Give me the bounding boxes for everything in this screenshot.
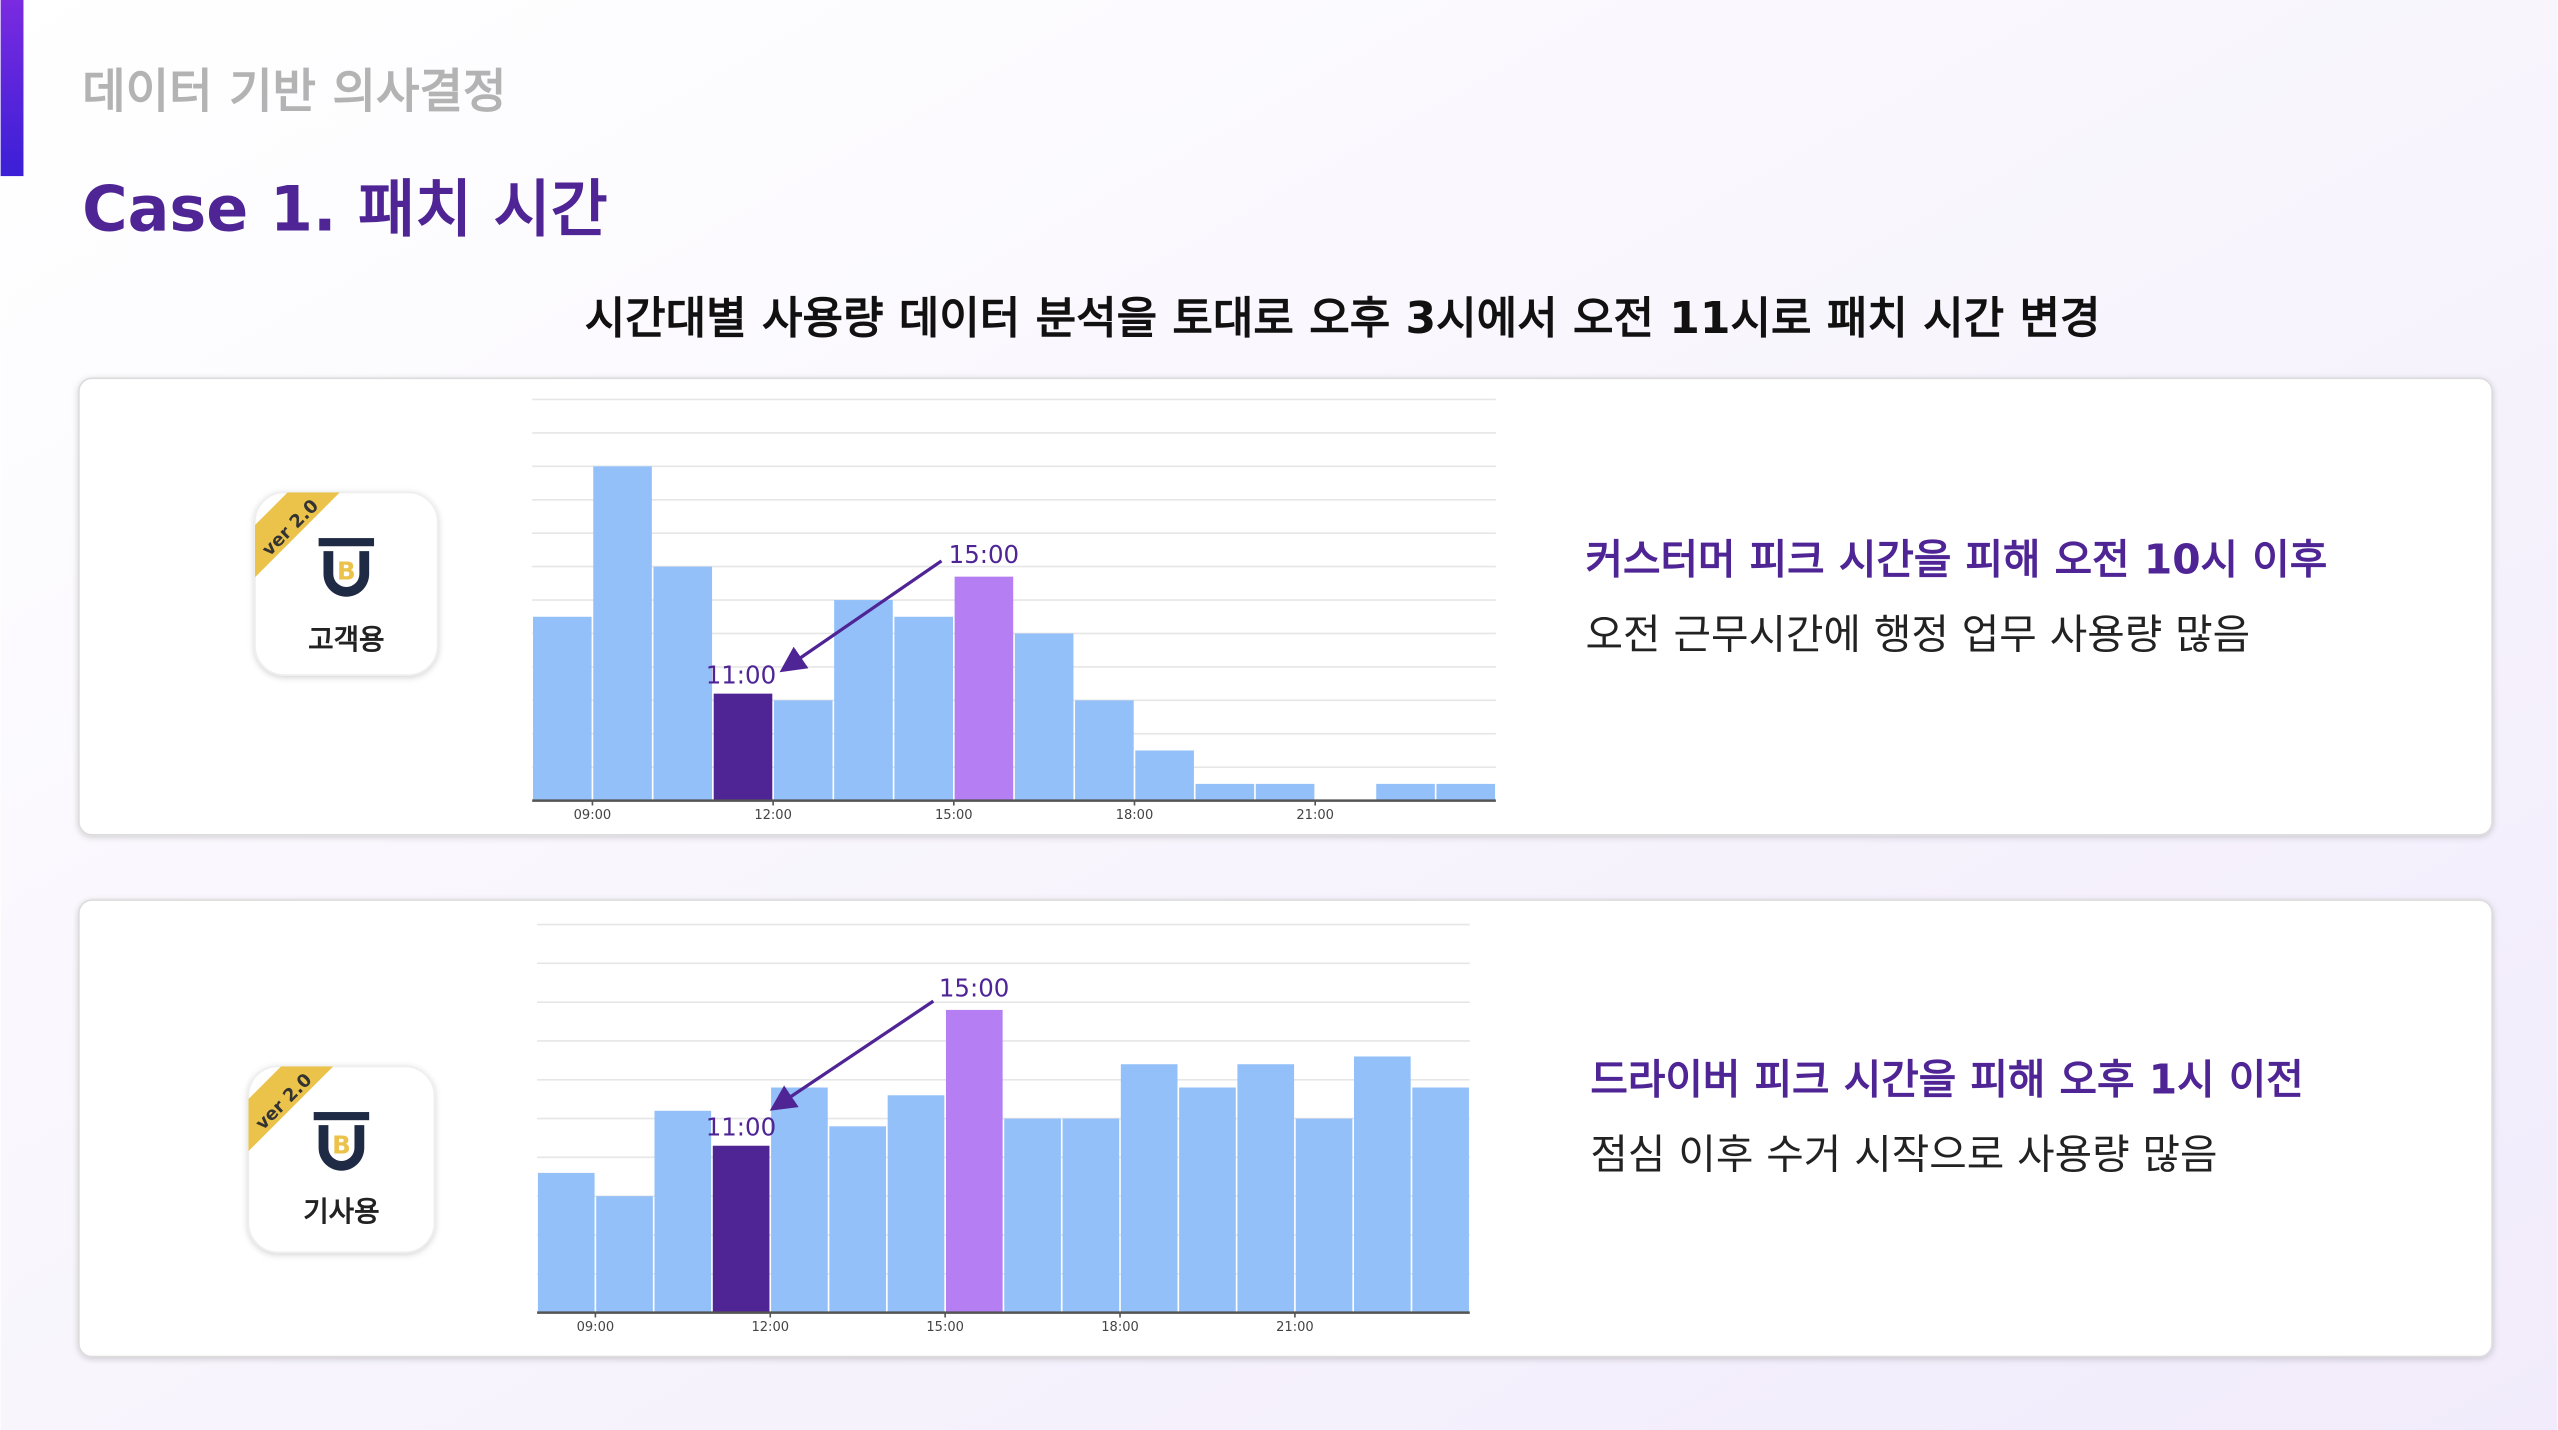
chart: 09:00 12:00 15:00 18:00 21:00 <box>537 923 1470 1335</box>
logo <box>313 1112 370 1121</box>
badge-ribbon <box>255 492 340 578</box>
x-tick-label: 18:00 <box>1116 808 1154 823</box>
bar <box>712 1145 770 1313</box>
bar <box>1062 1118 1120 1313</box>
bar <box>713 693 773 801</box>
app-icon <box>254 491 439 676</box>
x-tick-label: 15:00 <box>935 808 973 823</box>
bar <box>654 1110 712 1313</box>
x-tick-label: 18:00 <box>1101 1320 1139 1335</box>
app-icon <box>247 1065 436 1254</box>
card-headline: 드라이버 피크 시간을 피해 오후 1시 이전 <box>1590 1056 2303 1104</box>
annotation: 11:00 <box>706 1112 776 1141</box>
annotation: 15:00 <box>939 974 1009 1003</box>
bar <box>834 600 893 801</box>
bar <box>945 1009 1003 1313</box>
annotation: 15:00 <box>949 540 1019 569</box>
bar <box>1412 1087 1469 1313</box>
x-tick-label: 12:00 <box>751 1320 789 1335</box>
bar <box>1376 783 1435 801</box>
card-description: 오전 근무시간에 행정 업무 사용량 많음 <box>1586 611 2251 659</box>
bar <box>1135 750 1194 801</box>
bar <box>771 1087 828 1313</box>
logo-letter: B <box>332 1130 351 1159</box>
logo <box>323 551 370 597</box>
bar <box>894 616 953 801</box>
annotation: 11:00 <box>706 661 776 690</box>
x-tick-label: 09:00 <box>577 1320 615 1335</box>
annotation-arrow <box>769 999 935 1111</box>
accent-bar <box>0 0 24 177</box>
badge-ribbon <box>248 1066 334 1152</box>
logo <box>318 538 375 547</box>
bar <box>1004 1118 1061 1313</box>
bar <box>887 1095 945 1313</box>
bar <box>1255 783 1315 801</box>
bar <box>829 1126 887 1313</box>
bar <box>1237 1064 1295 1313</box>
bar <box>1179 1087 1236 1313</box>
slide-title: Case 1. 패치 시간 <box>82 173 608 246</box>
bar <box>954 576 1014 801</box>
bar <box>1075 700 1134 801</box>
bar <box>1295 1118 1353 1313</box>
section-label: 데이터 기반 의사결정 <box>82 65 506 120</box>
card-description: 점심 이후 수거 시작으로 사용량 많음 <box>1590 1131 2217 1179</box>
app-label: 기사용 <box>303 1195 379 1228</box>
subtitle: 시간대별 사용량 데이터 분석을 토대로 오후 3시에서 오전 11시로 패치 … <box>585 293 2101 344</box>
bar <box>596 1196 653 1313</box>
bar <box>653 566 713 801</box>
x-tick-label: 12:00 <box>754 808 792 823</box>
x-tick-label: 21:00 <box>1276 1320 1314 1335</box>
bar <box>1195 783 1255 801</box>
app-label: 고객용 <box>308 623 384 656</box>
bar <box>1354 1056 1411 1313</box>
bar <box>533 616 592 801</box>
bar <box>773 700 833 801</box>
bar <box>1014 633 1074 801</box>
bar <box>1436 783 1496 801</box>
logo-letter: B <box>337 556 356 585</box>
bar <box>537 1172 595 1313</box>
chart: 09:00 12:00 15:00 18:00 21:00 <box>532 398 1496 823</box>
x-tick-label: 09:00 <box>574 808 612 823</box>
card-headline: 커스터머 피크 시간을 피해 오전 10시 이후 <box>1586 536 2328 584</box>
bar <box>593 466 652 801</box>
x-tick-label: 21:00 <box>1296 808 1334 823</box>
x-tick-label: 15:00 <box>926 1320 964 1335</box>
logo <box>318 1125 365 1171</box>
bar <box>1120 1064 1178 1313</box>
annotation-arrow <box>779 559 943 673</box>
